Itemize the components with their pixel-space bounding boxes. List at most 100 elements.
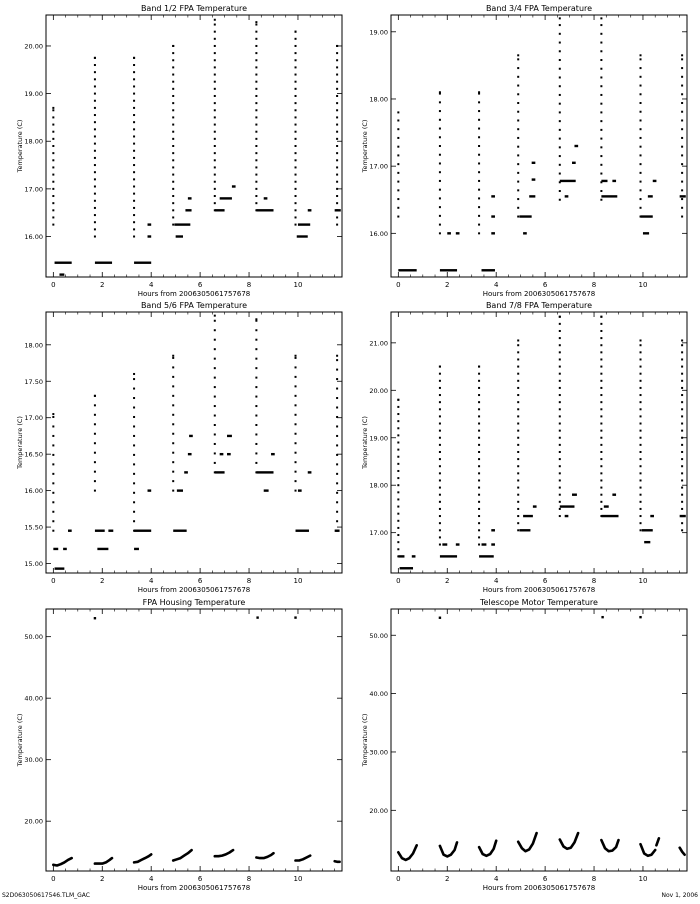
data-point <box>397 534 400 537</box>
data-point <box>294 413 297 416</box>
data-segment <box>564 195 569 198</box>
y-tick-label: 17.00 <box>369 529 388 537</box>
data-point <box>294 52 297 55</box>
data-point <box>639 180 642 183</box>
data-point <box>172 187 175 190</box>
data-point <box>478 429 481 432</box>
data-point <box>294 616 297 619</box>
data-point <box>213 145 216 147</box>
data-point <box>681 450 684 453</box>
x-tick-label: 2 <box>100 577 104 585</box>
data-point <box>558 401 561 404</box>
data-point <box>52 223 55 226</box>
data-point <box>438 91 441 94</box>
data-point <box>639 54 642 57</box>
chart-panel: Band 7/8 FPA Temperature 0 2 4 6 8 10 17.00 18.0… <box>361 301 688 594</box>
data-point <box>681 110 684 113</box>
data-point <box>558 172 561 175</box>
x-tick-label: 8 <box>247 875 251 883</box>
data-point <box>294 152 297 155</box>
x-tick-label: 6 <box>543 875 548 883</box>
x-tick-label: 2 <box>100 281 104 289</box>
data-point <box>517 429 520 432</box>
data-point <box>558 415 561 418</box>
data-point <box>639 507 642 510</box>
data-point <box>639 472 642 475</box>
data-point <box>558 422 561 425</box>
data-point <box>93 164 96 167</box>
data-point <box>517 500 520 503</box>
x-tick-label: 10 <box>294 281 303 289</box>
data-point <box>93 489 96 492</box>
data-segment <box>68 529 72 532</box>
data-point <box>255 130 258 133</box>
data-segment <box>439 555 458 558</box>
y-tick-label: 19.00 <box>369 28 388 36</box>
y-axis-label: Temperature (C) <box>361 120 369 174</box>
data-segment <box>219 197 232 200</box>
data-point <box>478 92 481 95</box>
chart-title: Band 7/8 FPA Temperature <box>486 301 592 310</box>
data-point <box>517 386 520 389</box>
data-point <box>52 444 55 447</box>
y-tick-label: 20.00 <box>24 42 43 50</box>
data-point <box>52 137 55 140</box>
data-point <box>601 615 604 619</box>
data-point <box>172 145 175 147</box>
data-point <box>336 378 339 381</box>
data-point <box>52 520 55 523</box>
data-point <box>172 375 175 378</box>
data-point <box>397 215 400 218</box>
data-point <box>639 515 642 518</box>
data-segment <box>455 232 460 235</box>
data-point <box>639 522 642 525</box>
data-segment <box>679 514 686 518</box>
data-point <box>438 162 441 165</box>
data-point <box>172 180 175 183</box>
data-point <box>294 461 297 464</box>
data-point <box>255 87 258 90</box>
data-point <box>93 470 96 473</box>
x-tick-label: 4 <box>494 875 499 883</box>
data-point <box>93 461 96 464</box>
data-point <box>213 414 216 417</box>
data-point <box>558 190 561 193</box>
data-point <box>517 54 520 57</box>
data-point <box>517 372 520 375</box>
data-point <box>52 216 55 219</box>
data-point <box>639 154 642 157</box>
data-point <box>478 197 481 200</box>
x-tick-label: 4 <box>494 577 499 585</box>
data-point <box>255 376 258 379</box>
data-point <box>600 401 603 404</box>
data-point <box>517 136 520 139</box>
data-point <box>397 427 400 430</box>
data-point <box>681 386 684 389</box>
data-point <box>517 472 520 475</box>
data-point <box>172 489 175 492</box>
data-segment <box>227 434 232 438</box>
data-point <box>397 206 400 209</box>
plot-frame <box>390 311 688 574</box>
data-point <box>478 171 481 174</box>
data-point <box>133 444 136 447</box>
data-point <box>336 491 339 494</box>
x-axis-label: Hours from 2006305061757678 <box>138 290 251 298</box>
data-point <box>558 50 561 53</box>
data-point <box>172 423 175 426</box>
data-segment <box>574 144 579 148</box>
data-point <box>517 379 520 382</box>
data-point <box>336 463 339 466</box>
data-point <box>172 137 175 140</box>
data-point <box>133 142 136 145</box>
data-point <box>172 470 175 473</box>
data-point <box>52 463 55 466</box>
data-point <box>294 470 297 473</box>
data-point <box>517 102 520 105</box>
data-point <box>558 32 561 35</box>
data-point <box>255 145 258 147</box>
data-point <box>213 395 216 398</box>
data-point <box>681 372 684 375</box>
data-point <box>336 482 339 485</box>
data-point <box>600 85 603 88</box>
